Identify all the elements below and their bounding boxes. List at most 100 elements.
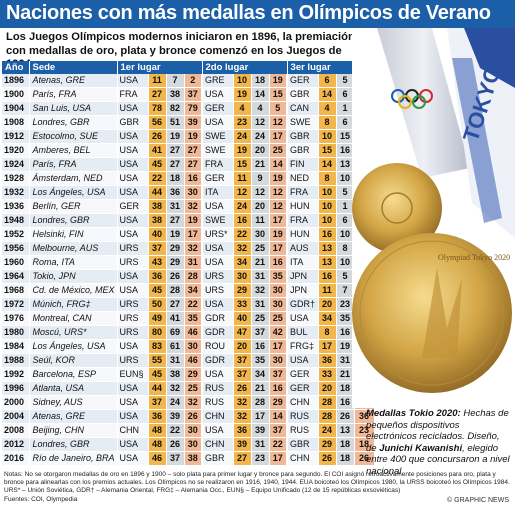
title-bar: Naciones con más medallas en Olímpicos d… (0, 0, 515, 28)
table-row: 1976 Montreal, CAN URS 49 41 35 GDR 40 25 25 USA 34… (2, 311, 375, 326)
first-gold-cell: 44 (148, 381, 167, 396)
second-country-cell: SWE (201, 129, 234, 144)
second-gold-cell: 23 (233, 115, 252, 130)
first-country-cell: URS (117, 353, 149, 368)
first-gold-cell: 11 (148, 74, 167, 88)
year-cell: 2008 (2, 423, 30, 438)
third-silver-cell: 10 (336, 227, 355, 242)
third-gold-cell: 6 (318, 74, 337, 88)
third-silver-cell: 13 (336, 423, 355, 438)
first-gold-cell: 40 (148, 227, 167, 242)
table-row: 1928 Ámsterdam, NED USA 22 18 16 GER 11 9 19 NED 8 1… (2, 171, 375, 186)
second-bronze-cell: 14 (269, 157, 288, 172)
year-cell: 2000 (2, 395, 30, 410)
first-silver-cell: 27 (166, 297, 185, 312)
second-country-cell: SWE (201, 143, 234, 158)
second-country-cell: GER (201, 171, 234, 186)
first-country-cell: GER (117, 199, 149, 214)
year-cell: 1948 (2, 213, 30, 228)
first-country-cell: URS (117, 297, 149, 312)
second-silver-cell: 24 (251, 129, 270, 144)
second-country-cell: GDR (201, 325, 234, 340)
third-silver-cell: 6 (336, 115, 355, 130)
first-bronze-cell: 32 (184, 395, 203, 410)
first-bronze-cell: 17 (184, 227, 203, 242)
second-bronze-cell: 42 (269, 325, 288, 340)
first-gold-cell: 48 (148, 423, 167, 438)
third-silver-cell: 18 (336, 381, 355, 396)
third-silver-cell: 5 (336, 185, 355, 200)
third-gold-cell: 20 (318, 297, 337, 312)
first-bronze-cell: 28 (184, 269, 203, 284)
third-country-cell: FRA (286, 213, 319, 228)
first-bronze-cell: 19 (184, 213, 203, 228)
host-cell: Berlín, GER (29, 199, 118, 214)
year-cell: 1960 (2, 255, 30, 270)
table-row: 1984 Los Ángeles, USA USA 83 61 30 ROU 20 16 17 FR… (2, 339, 375, 354)
header-host: Sede (29, 61, 118, 74)
host-cell: Cd. de México, MEX (29, 283, 118, 298)
second-country-cell: USA (201, 255, 234, 270)
third-country-cell: RUS (286, 423, 319, 438)
host-cell: Atenas, GRE (29, 409, 118, 424)
first-bronze-cell: 25 (184, 381, 203, 396)
second-country-cell: USA (201, 423, 234, 438)
first-silver-cell: 7 (166, 74, 185, 88)
third-country-cell: GER (286, 381, 319, 396)
host-cell: Amberes, BEL (29, 143, 118, 158)
second-silver-cell: 23 (251, 451, 270, 466)
first-country-cell: USA (117, 74, 149, 88)
second-country-cell: CHN (201, 409, 234, 424)
third-gold-cell: 17 (318, 339, 337, 354)
second-silver-cell: 25 (251, 241, 270, 256)
year-cell: 1992 (2, 367, 30, 382)
host-cell: Roma, ITA (29, 255, 118, 270)
year-cell: 2016 (2, 451, 30, 466)
third-gold-cell: 15 (318, 143, 337, 158)
second-silver-cell: 28 (251, 395, 270, 410)
second-bronze-cell: 16 (269, 381, 288, 396)
third-country-cell: USA (286, 311, 319, 326)
third-country-cell: CHN (286, 395, 319, 410)
caption: Medallas Tokio 2020: Hechas de pequeños … (366, 408, 511, 477)
host-cell: Londres, GBR (29, 437, 118, 452)
first-silver-cell: 69 (166, 325, 185, 340)
third-gold-cell: 13 (318, 241, 337, 256)
first-bronze-cell: 34 (184, 283, 203, 298)
third-gold-cell: 24 (318, 423, 337, 438)
year-cell: 2012 (2, 437, 30, 452)
second-silver-cell: 11 (251, 213, 270, 228)
host-cell: Atlanta, USA (29, 381, 118, 396)
first-bronze-cell: 22 (184, 297, 203, 312)
third-silver-cell: 6 (336, 213, 355, 228)
first-bronze-cell: 30 (184, 339, 203, 354)
second-country-cell: USA (201, 367, 234, 382)
host-cell: Atenas, GRE (29, 74, 118, 88)
table-row: 1956 Melbourne, AUS URS 37 29 32 USA 32 25 17 AUS 1… (2, 241, 375, 256)
first-silver-cell: 51 (166, 115, 185, 130)
second-bronze-cell: 25 (269, 311, 288, 326)
second-bronze-cell: 17 (269, 241, 288, 256)
first-bronze-cell: 37 (184, 87, 203, 102)
second-country-cell: USA (201, 115, 234, 130)
first-gold-cell: 49 (148, 311, 167, 326)
header-second: 2do lugar (202, 61, 288, 74)
third-country-cell: GER (286, 367, 319, 382)
first-silver-cell: 82 (166, 101, 185, 116)
second-silver-cell: 20 (251, 143, 270, 158)
third-country-cell: JPN (286, 283, 319, 298)
third-gold-cell: 10 (318, 213, 337, 228)
third-gold-cell: 16 (318, 227, 337, 242)
first-bronze-cell: 29 (184, 367, 203, 382)
first-gold-cell: 41 (148, 143, 167, 158)
first-country-cell: USA (117, 213, 149, 228)
first-silver-cell: 19 (166, 129, 185, 144)
second-gold-cell: 36 (233, 423, 252, 438)
second-country-cell: URS (201, 269, 234, 284)
first-country-cell: USA (117, 143, 149, 158)
first-bronze-cell: 39 (184, 115, 203, 130)
second-gold-cell: 11 (233, 171, 252, 186)
